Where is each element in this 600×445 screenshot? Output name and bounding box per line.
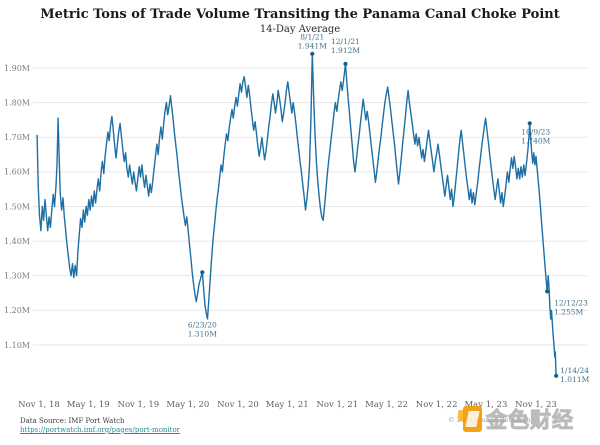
annotation-value-label: 1.011M (560, 375, 589, 384)
chart-title: Metric Tons of Trade Volume Transiting t… (40, 7, 560, 22)
annotation-date-label: 6/23/20 (188, 320, 217, 329)
annotation-value-label: 1.912M (331, 46, 360, 55)
copyright-label: © 2024 Bianco Research (448, 416, 531, 424)
x-axis-tick-label: May 1, 20 (166, 400, 209, 410)
chart-subtitle: 14-Day Average (259, 24, 341, 35)
data-source-label: Data Source: IMF Port Watch (20, 417, 125, 425)
annotation-marker (554, 373, 559, 378)
y-axis-tick-label: 1.40M (4, 237, 30, 246)
x-axis-tick-label: May 1, 23 (464, 400, 507, 410)
x-axis-tick-label: May 1, 21 (266, 400, 309, 410)
y-axis-tick-label: 1.70M (4, 133, 30, 142)
annotation-marker (310, 51, 315, 56)
annotation-value-label: 1.740M (521, 136, 550, 145)
y-axis-tick-label: 1.60M (4, 168, 30, 177)
annotation-marker (200, 270, 205, 275)
annotation-date-label: 12/1/21 (331, 37, 360, 46)
x-axis-tick-label: Nov 1, 23 (515, 400, 557, 410)
x-axis-tick-label: Nov 1, 18 (18, 400, 60, 410)
x-axis-tick-label: Nov 1, 21 (316, 400, 358, 410)
annotation-value-label: 1.941M (298, 41, 327, 50)
x-axis-tick-label: Nov 1, 20 (217, 400, 259, 410)
annotation-value-label: 1.255M (554, 307, 583, 316)
y-axis-tick-label: 1.80M (4, 98, 30, 107)
annotation-date-label: 1/14/24 (560, 366, 589, 375)
x-axis-tick-label: Nov 1, 19 (118, 400, 160, 410)
watermark: 金色财经 (458, 400, 600, 438)
data-source-link[interactable]: https://portwatch.imf.org/pages/port-mon… (20, 426, 181, 434)
annotation-value-label: 1.310M (188, 329, 217, 338)
jinse-finance-logo-icon (458, 406, 483, 432)
y-axis-tick-label: 1.50M (4, 202, 30, 211)
trend-line (36, 53, 557, 377)
y-axis-tick-label: 1.90M (4, 64, 30, 73)
y-axis-tick-label: 1.30M (4, 272, 30, 281)
y-axis-tick-label: 1.10M (4, 341, 30, 350)
watermark-text: 金色财经 (486, 406, 574, 432)
annotation-date-label: 12/12/23 (554, 298, 588, 307)
x-axis-tick-label: Nov 1, 22 (416, 400, 458, 410)
annotation-marker (545, 289, 550, 294)
x-axis-tick-label: May 1, 22 (365, 400, 408, 410)
x-axis-tick-label: May 1, 19 (67, 400, 110, 410)
y-axis-tick-label: 1.20M (4, 306, 30, 315)
annotation-date-label: 10/9/23 (521, 127, 550, 136)
annotation-marker (527, 121, 532, 126)
annotation-date-label: 8/1/21 (300, 32, 324, 41)
annotation-marker (343, 61, 348, 66)
